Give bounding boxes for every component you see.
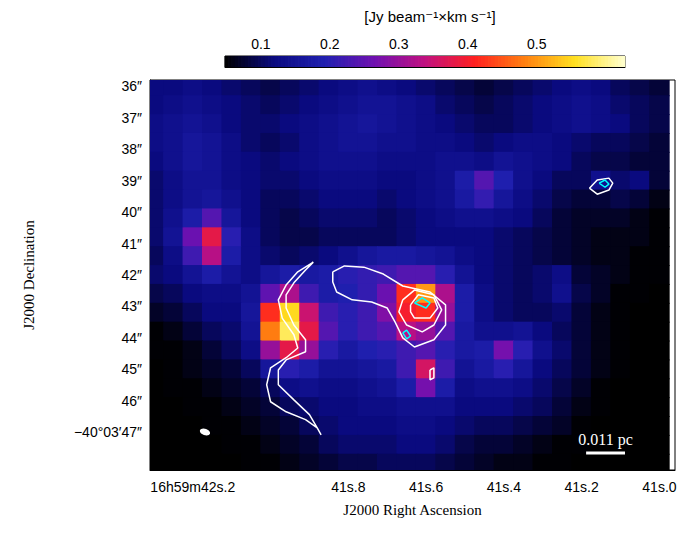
svg-text:37″: 37″ xyxy=(121,110,142,126)
svg-text:J2000 Right Ascension: J2000 Right Ascension xyxy=(343,502,482,518)
svg-text:0.4: 0.4 xyxy=(458,36,478,52)
svg-text:0.5: 0.5 xyxy=(527,36,547,52)
svg-text:40″: 40″ xyxy=(121,204,142,220)
svg-text:[Jy beam⁻¹×km s⁻¹]: [Jy beam⁻¹×km s⁻¹] xyxy=(364,8,495,25)
svg-text:41s.0: 41s.0 xyxy=(642,479,676,495)
svg-text:39″: 39″ xyxy=(121,173,142,189)
svg-text:36″: 36″ xyxy=(121,78,142,94)
svg-text:J2000 Declination: J2000 Declination xyxy=(21,220,37,330)
svg-text:41s.4: 41s.4 xyxy=(487,479,521,495)
svg-text:43″: 43″ xyxy=(121,298,142,314)
svg-text:0.2: 0.2 xyxy=(320,36,340,52)
svg-text:16h59m42s.2: 16h59m42s.2 xyxy=(150,479,235,495)
svg-text:41s.8: 41s.8 xyxy=(331,479,365,495)
svg-text:38″: 38″ xyxy=(121,141,142,157)
svg-text:42″: 42″ xyxy=(121,267,142,283)
svg-text:0.011 pc: 0.011 pc xyxy=(578,431,633,449)
svg-text:0.1: 0.1 xyxy=(251,36,271,52)
svg-text:41s.2: 41s.2 xyxy=(565,479,599,495)
svg-text:45″: 45″ xyxy=(121,361,142,377)
svg-text:41″: 41″ xyxy=(121,236,142,252)
svg-text:41s.6: 41s.6 xyxy=(409,479,443,495)
svg-text:44″: 44″ xyxy=(121,330,142,346)
svg-text:46″: 46″ xyxy=(121,393,142,409)
svg-text:−40°03′47″: −40°03′47″ xyxy=(74,424,142,440)
svg-text:0.3: 0.3 xyxy=(389,36,409,52)
